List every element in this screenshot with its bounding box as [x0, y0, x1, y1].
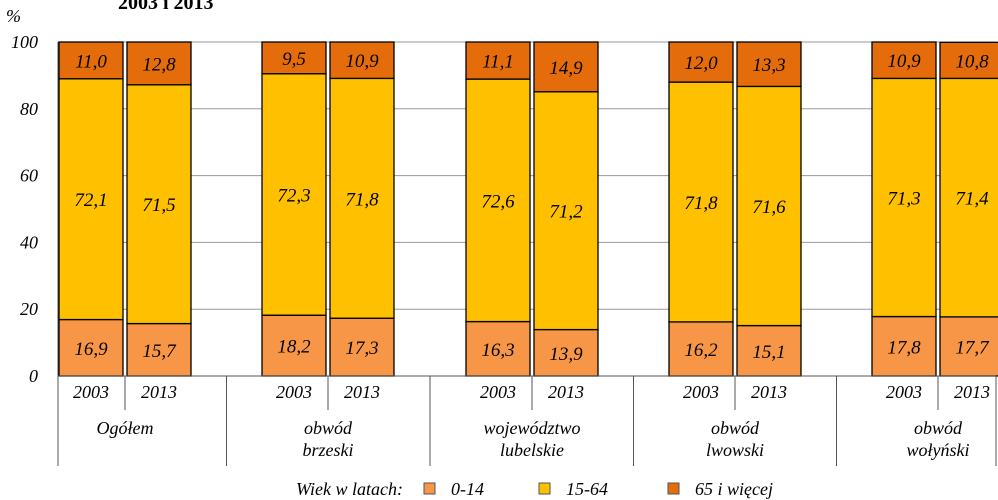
legend-entry: 15-64: [566, 479, 608, 499]
bars: 16,9 72,1 11,0 15,7 71,5 12,8 18,2 72,3 9,5 17,3 7…: [58, 41, 998, 377]
data-label: 16,9: [74, 339, 108, 360]
group-label: województwo: [483, 418, 580, 438]
year-label: 2003: [73, 382, 109, 402]
bar-segment: [329, 317, 395, 377]
chart-title: 2003 i 2013: [118, 0, 214, 14]
bar-segment: [736, 41, 802, 88]
data-label: 18,2: [277, 337, 311, 358]
data-label: 10,9: [345, 51, 379, 72]
bar-segment: [58, 41, 124, 80]
bar-segment: [668, 41, 734, 83]
group-label: obwód: [711, 418, 760, 438]
data-label: 15,1: [752, 342, 785, 363]
data-label: 71,4: [955, 189, 989, 210]
y-tick-label: 100: [11, 32, 38, 52]
bar-segment: [329, 77, 395, 319]
data-label: 9,5: [282, 49, 306, 70]
legend-entry: 65 i więcej: [695, 479, 773, 499]
year-label: 2003: [276, 382, 312, 402]
data-label: 13,3: [752, 55, 785, 76]
y-tick-label: 60: [20, 166, 38, 186]
bar-segment: [533, 91, 599, 331]
data-label: 71,5: [142, 195, 175, 216]
bar-segment: [939, 41, 998, 80]
data-label: 72,6: [481, 191, 515, 212]
y-tick-label: 80: [20, 99, 38, 119]
data-label: 16,2: [684, 340, 718, 361]
year-label: 2013: [141, 382, 177, 402]
year-label: 2003: [886, 382, 922, 402]
data-label: 10,9: [887, 51, 921, 72]
bar-segment: [533, 41, 599, 93]
bar-segment: [736, 85, 802, 327]
bar-segment: [939, 316, 998, 377]
bar-segment: [465, 41, 531, 80]
group-label: lwowski: [706, 440, 764, 460]
data-label: 71,3: [887, 188, 920, 209]
bar-segment: [533, 328, 599, 377]
data-label: 12,0: [684, 53, 718, 74]
legend: Wiek w latach: 0-14 15-64 65 i więcej: [296, 479, 773, 499]
data-label: 11,1: [482, 52, 514, 73]
data-label: 17,3: [345, 338, 378, 359]
bar-segment: [58, 78, 124, 321]
group-label: wołyński: [907, 440, 970, 460]
legend-swatch: [538, 482, 551, 495]
year-label: 2013: [548, 382, 584, 402]
bar-segment: [126, 322, 192, 377]
y-tick-label: 40: [20, 232, 38, 252]
year-label: 2003: [480, 382, 516, 402]
data-label: 72,1: [74, 190, 107, 211]
bar-segment: [329, 41, 395, 80]
data-label: 13,9: [549, 344, 583, 365]
data-label: 17,7: [955, 337, 990, 358]
data-label: 16,3: [481, 340, 514, 361]
bar-segment: [261, 314, 327, 377]
bar-segment: [261, 41, 327, 75]
data-label: 71,2: [549, 202, 583, 223]
data-label: 11,0: [75, 51, 107, 72]
y-tick-label: 20: [20, 299, 38, 319]
bar-segment: [261, 73, 327, 316]
group-label: lubelskie: [500, 440, 564, 460]
group-label: Ogółem: [97, 418, 154, 438]
bar-segment: [871, 41, 937, 80]
year-label: 2003: [683, 382, 719, 402]
bar-segment: [126, 84, 192, 325]
year-label: 2013: [751, 382, 787, 402]
bar-segment: [465, 78, 531, 323]
data-label: 17,8: [887, 337, 921, 358]
legend-swatch: [423, 482, 436, 495]
data-label: 71,8: [345, 189, 379, 210]
data-label: 71,6: [752, 197, 786, 218]
data-label: 12,8: [142, 54, 176, 75]
legend-swatch: [667, 482, 680, 495]
legend-title: Wiek w latach:: [296, 479, 403, 499]
legend-entry: 0-14: [451, 479, 484, 499]
data-label: 10,8: [955, 51, 989, 72]
group-label: brzeski: [303, 440, 354, 460]
group-label: obwód: [304, 418, 353, 438]
y-tick-label: 0: [29, 366, 38, 386]
bar-segment: [668, 81, 734, 323]
bar-segment: [126, 41, 192, 86]
data-label: 15,7: [142, 341, 177, 362]
y-axis-label: %: [6, 6, 21, 26]
bar-segment: [465, 320, 531, 377]
year-label: 2013: [954, 382, 990, 402]
group-label: obwód: [914, 418, 963, 438]
year-label: 2013: [344, 382, 380, 402]
data-label: 71,8: [684, 193, 718, 214]
data-label: 72,3: [277, 185, 310, 206]
data-label: 14,9: [549, 58, 583, 79]
y-axis-ticks: 0 20 40 60 80 100: [11, 32, 38, 386]
